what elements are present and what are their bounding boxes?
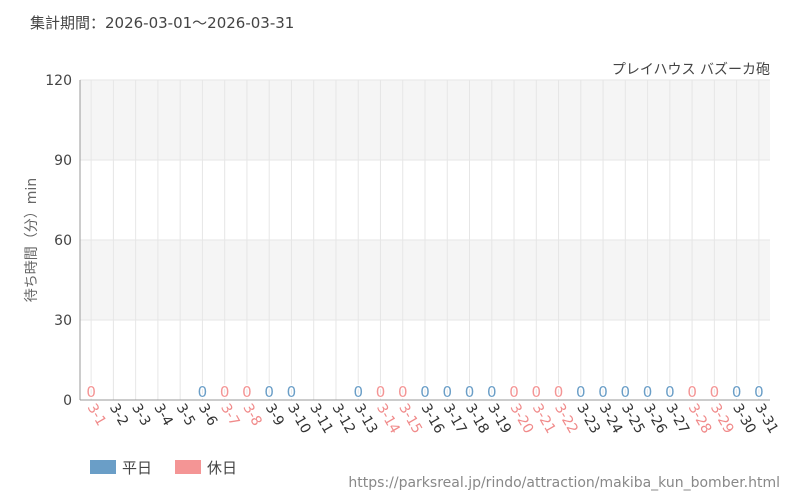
data-label: 0 [732,383,742,401]
data-label: 0 [287,383,297,401]
y-tick-label: 30 [54,313,72,329]
data-label: 0 [465,383,475,401]
data-label: 0 [487,383,497,401]
data-label: 0 [242,383,252,401]
data-label: 0 [353,383,363,401]
data-label: 0 [376,383,386,401]
x-tick-label: 3-3 [128,401,153,429]
legend-swatch [175,460,201,474]
data-label: 0 [754,383,764,401]
y-tick-label: 0 [63,393,72,409]
x-tick-label: 3-8 [239,401,264,429]
legend-swatch [90,460,116,474]
data-label: 0 [687,383,697,401]
data-label: 0 [532,383,542,401]
chart-title: 集計期間：2026-03-01～2026-03-31 [30,14,294,32]
legend-label: 休日 [207,459,237,477]
data-label: 0 [576,383,586,401]
x-tick-label: 3-4 [150,401,175,429]
x-tick-label: 3-5 [173,401,198,429]
source-url: https://parksreal.jp/rindo/attraction/ma… [348,475,780,491]
data-label: 0 [621,383,631,401]
data-label: 0 [442,383,452,401]
data-label: 0 [598,383,608,401]
chart-subtitle: プレイハウス バズーカ砲 [612,62,770,78]
x-tick-label: 3-7 [217,401,242,429]
data-label: 0 [420,383,430,401]
x-tick-label: 3-6 [195,401,220,429]
data-label: 0 [198,383,208,401]
y-tick-label: 90 [54,153,72,169]
y-axis-label: 待ち時間（分）min [24,178,40,302]
x-tick-label: 3-1 [84,401,109,429]
y-tick-label: 60 [54,233,72,249]
x-tick-label: 3-31 [751,401,781,437]
x-tick-label: 3-2 [106,401,131,429]
y-tick-label: 120 [45,73,72,89]
data-label: 0 [220,383,230,401]
data-label: 0 [643,383,653,401]
legend-label: 平日 [122,459,152,477]
x-tick-label: 3-9 [262,401,287,429]
data-label: 0 [86,383,96,401]
data-label: 0 [710,383,720,401]
data-label: 0 [264,383,274,401]
data-label: 0 [509,383,519,401]
data-label: 0 [398,383,408,401]
data-label: 0 [665,383,675,401]
data-label: 0 [554,383,564,401]
